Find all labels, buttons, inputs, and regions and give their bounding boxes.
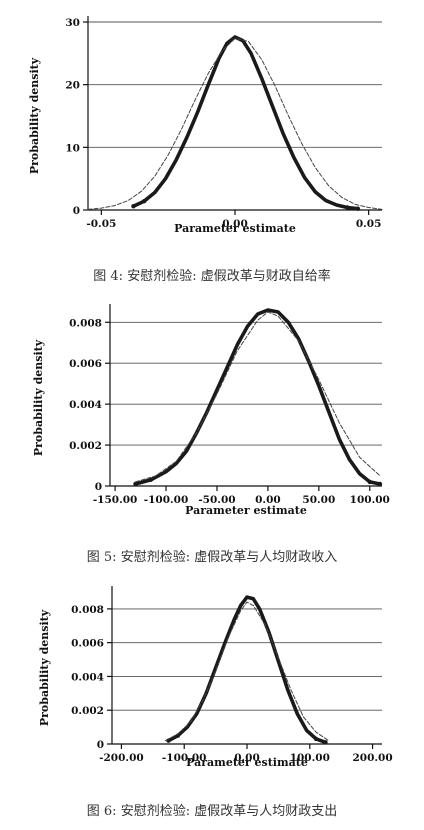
tail-point bbox=[323, 740, 328, 745]
x-tick-label: 50.00 bbox=[302, 494, 335, 506]
tail-point bbox=[133, 481, 138, 487]
kernel-density-line bbox=[133, 308, 382, 486]
x-tick-label: 0.05 bbox=[356, 218, 382, 230]
x-tick-label: -200.00 bbox=[99, 752, 144, 764]
y-tick-label: 0.004 bbox=[69, 399, 102, 411]
x-axis-title: Parameter estimate bbox=[174, 222, 296, 235]
tail-point bbox=[377, 481, 383, 487]
chart-panel-3: 0 0.002 0.004 0.006 0.008 -200.00 -100.00 0.00 1… bbox=[0, 572, 424, 830]
y-axis-title: Probability density bbox=[28, 57, 41, 174]
y-axis-title: Probability density bbox=[38, 609, 51, 726]
chart-caption-1: 图 4: 安慰剂检验: 虚假改革与财政自给率 bbox=[93, 269, 331, 284]
y-tick-label: 30 bbox=[65, 17, 80, 29]
tail-point bbox=[131, 204, 136, 209]
y-tick-label: 0.006 bbox=[71, 638, 104, 650]
y-tick-label: 0.004 bbox=[71, 671, 104, 683]
tail-point bbox=[355, 206, 361, 211]
chart-caption-2: 图 5: 安慰剂检验: 虚假改革与人均财政收入 bbox=[86, 550, 338, 565]
chart-caption-3: 图 6: 安慰剂检验: 虚假改革与人均财政支出 bbox=[86, 804, 338, 819]
y-tick-label: 0 bbox=[97, 739, 104, 751]
y-tick-label: 0.002 bbox=[71, 705, 104, 717]
x-tick-label: -100.00 bbox=[144, 494, 189, 506]
density-chart-3: 0 0.002 0.004 0.006 0.008 -200.00 -100.00 0.00 1… bbox=[38, 586, 393, 769]
x-tick-label: 0.00 bbox=[222, 218, 248, 230]
x-tick-label: 100.00 bbox=[350, 494, 390, 506]
normal-density-line bbox=[164, 601, 330, 742]
x-tick-label: -50.00 bbox=[198, 494, 235, 506]
x-tick-label: 0.00 bbox=[255, 494, 281, 506]
y-tick-label: 0.006 bbox=[69, 358, 102, 370]
normal-density-line bbox=[135, 311, 381, 483]
density-chart-2: 0 0.002 0.004 0.006 0.008 -150.00 -100.00 -50.0… bbox=[32, 304, 390, 517]
normal-density-line bbox=[87, 37, 383, 210]
tail-point bbox=[141, 199, 147, 204]
x-tick-label: -100.00 bbox=[162, 752, 207, 764]
y-tick-label: 20 bbox=[65, 80, 80, 92]
chart-panel-2: 0 0.002 0.004 0.006 0.008 -150.00 -100.00 -50.0… bbox=[0, 290, 424, 572]
x-axis-title: Parameter estimate bbox=[185, 504, 307, 517]
chart-panel-1: 0 10 20 30 -0.05 0.00 0.05 Parameter estimate Pr… bbox=[0, 0, 424, 290]
density-chart-1: 0 10 20 30 -0.05 0.00 0.05 Parameter estimate Pr… bbox=[28, 16, 383, 235]
x-tick-label: 0.00 bbox=[234, 752, 260, 764]
kernel-density-line bbox=[166, 595, 328, 745]
y-tick-label: 0.002 bbox=[69, 440, 102, 452]
y-tick-label: 0.008 bbox=[69, 317, 102, 329]
y-tick-label: 0.008 bbox=[71, 604, 104, 616]
kernel-density-line bbox=[131, 35, 360, 211]
x-tick-label: 100.00 bbox=[290, 752, 330, 764]
tail-point bbox=[313, 736, 319, 742]
x-axis-title: Parameter estimate bbox=[186, 756, 308, 769]
x-tick-label: -0.05 bbox=[86, 218, 116, 230]
y-tick-label: 10 bbox=[65, 142, 80, 154]
tail-point bbox=[367, 479, 372, 485]
y-tick-label: 0 bbox=[73, 205, 80, 217]
tail-point bbox=[345, 205, 350, 210]
y-axis-title: Probability density bbox=[32, 339, 45, 456]
y-tick-label: 0 bbox=[95, 481, 102, 493]
x-tick-label: 200.00 bbox=[352, 752, 392, 764]
x-tick-label: -150.00 bbox=[93, 494, 138, 506]
tail-point bbox=[148, 477, 153, 483]
